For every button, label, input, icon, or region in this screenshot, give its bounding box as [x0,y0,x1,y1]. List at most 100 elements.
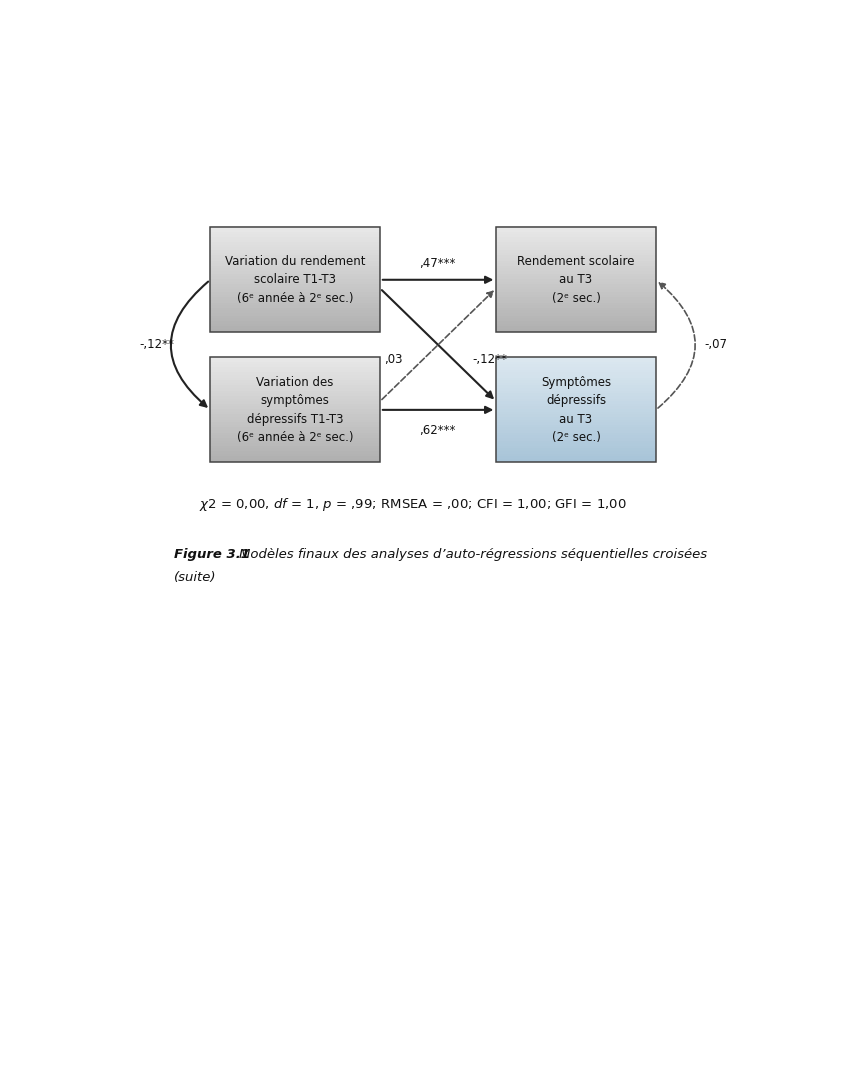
Bar [496,255,656,258]
Bar [496,294,656,299]
Bar [210,263,380,267]
Bar [210,459,380,462]
Bar [210,403,380,408]
Bar [210,375,380,378]
Bar [210,396,380,399]
Bar [496,237,656,241]
Bar [496,457,656,460]
Bar [210,324,380,327]
Bar [496,318,656,322]
Text: Rendement scolaire: Rendement scolaire [517,255,635,268]
Bar [210,358,380,462]
Bar [210,279,380,282]
Bar [496,360,656,363]
Bar [496,446,656,449]
Bar [496,305,656,308]
Bar [496,250,656,254]
Text: (6ᵉ année à 2ᵉ sec.): (6ᵉ année à 2ᵉ sec.) [237,431,353,444]
Bar [496,300,656,303]
Bar [210,305,380,308]
Bar [210,266,380,269]
Text: ,62***: ,62*** [420,424,456,437]
Bar [496,388,656,391]
Bar [496,316,656,319]
Bar [210,451,380,455]
Bar [210,438,380,441]
Bar [210,298,380,301]
Text: (6ᵉ année à 2ᵉ sec.): (6ᵉ année à 2ᵉ sec.) [237,292,353,305]
Bar [210,329,380,332]
Bar [210,431,380,434]
Bar [496,324,656,327]
Bar [496,263,656,267]
Bar [496,279,656,282]
Bar [496,409,656,412]
Text: dépressifs T1-T3: dépressifs T1-T3 [247,413,343,425]
Bar [496,240,656,243]
Bar [496,383,656,386]
Bar [210,290,380,293]
Bar [496,326,656,329]
Text: Variation des: Variation des [257,376,334,389]
Bar [210,313,380,316]
Bar [496,329,656,332]
Text: scolaire T1-T3: scolaire T1-T3 [254,274,336,287]
Text: (suite): (suite) [173,571,216,584]
Bar [210,326,380,329]
Bar [496,320,656,325]
Bar [496,234,656,238]
Bar [496,393,656,397]
Bar [210,427,380,431]
Bar [210,300,380,303]
Bar [496,298,656,301]
Bar [210,422,380,425]
Bar [496,276,656,280]
Bar [210,240,380,243]
Bar [210,287,380,290]
Bar [210,425,380,428]
Bar [496,311,656,314]
Bar [210,362,380,365]
Bar [496,407,656,410]
Bar [210,444,380,447]
Bar [496,431,656,434]
Bar [496,399,656,402]
Bar [496,290,656,293]
Bar [210,433,380,436]
Bar [210,364,380,368]
Bar [210,440,380,444]
Bar [496,380,656,384]
Bar [496,281,656,284]
Bar [496,232,656,235]
Bar [496,367,656,371]
Bar [496,245,656,249]
Bar [496,261,656,264]
Bar [210,281,380,284]
Bar [496,303,656,306]
Bar [210,274,380,277]
Bar [496,364,656,368]
Bar [496,227,656,230]
Bar [210,388,380,391]
Text: Modèles finaux des analyses d’auto-régressions séquentielles croisées: Modèles finaux des analyses d’auto-régre… [239,548,707,561]
Bar [496,375,656,378]
Bar [210,412,380,415]
Bar [210,386,380,389]
Bar [210,234,380,238]
Bar [496,425,656,428]
Bar [496,247,656,251]
Text: Symptômes: Symptômes [541,376,611,389]
Bar [210,229,380,232]
Bar [496,287,656,290]
Bar [210,446,380,449]
Bar [210,292,380,295]
Bar [210,311,380,314]
Bar [210,420,380,423]
Bar [496,433,656,436]
Bar [210,228,380,332]
Bar [210,373,380,376]
Bar [210,250,380,254]
Bar [496,422,656,425]
Bar [210,399,380,402]
Text: ,47***: ,47*** [420,257,456,270]
